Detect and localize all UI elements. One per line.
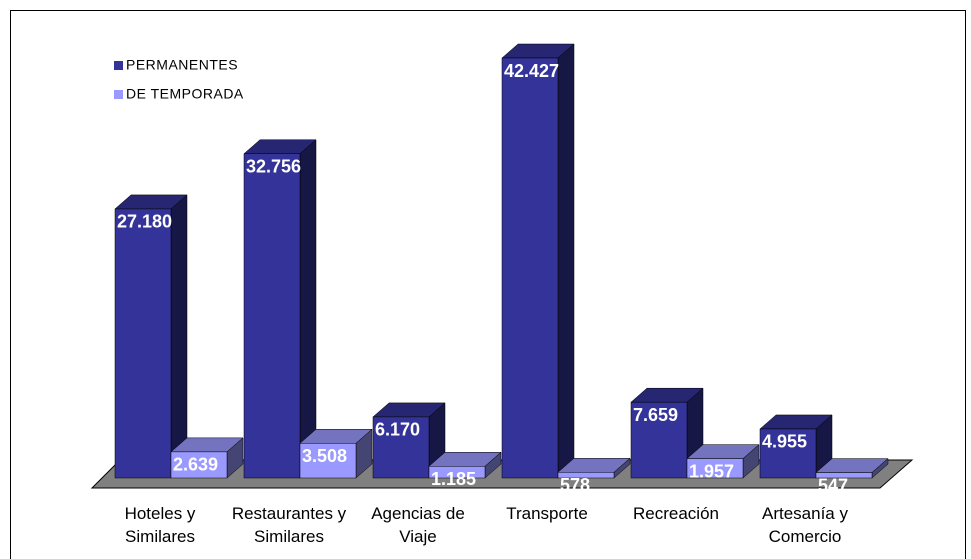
x-tick-label: Artesanía y Comercio	[762, 504, 848, 546]
value-label: 6.170	[375, 420, 420, 440]
value-label: 1.185	[431, 469, 476, 489]
x-tick-label: Agencias de Viaje	[371, 504, 465, 546]
value-label: 42.427	[504, 61, 559, 81]
bar	[299, 443, 357, 479]
bar	[630, 401, 688, 479]
value-label: 32.756	[246, 156, 301, 176]
bar-side	[557, 43, 575, 479]
value-label: 1.957	[689, 461, 734, 481]
value-label: 547	[818, 475, 848, 495]
value-label: 2.639	[173, 455, 218, 475]
bar	[759, 428, 817, 479]
legend-label: DE TEMPORADA	[126, 86, 244, 102]
bar	[428, 466, 486, 479]
x-tick-label: Restaurantes y Similares	[231, 504, 347, 546]
legend-label: PERMANENTES	[126, 57, 238, 73]
x-tick-label: Recreación	[633, 504, 719, 523]
bar	[557, 472, 615, 479]
bar	[501, 57, 559, 479]
bar	[243, 153, 301, 479]
bar	[170, 451, 228, 479]
value-label: 3.508	[302, 446, 347, 466]
value-label: 4.955	[762, 432, 807, 452]
bar	[686, 458, 744, 479]
bar	[114, 208, 172, 479]
bar	[815, 472, 873, 479]
bar	[372, 416, 430, 479]
value-label: 7.659	[633, 405, 678, 425]
bar-side	[170, 194, 188, 479]
legend-swatch	[114, 90, 123, 99]
x-tick-label: Transporte	[506, 504, 588, 523]
value-label: 27.180	[117, 212, 172, 232]
x-tick-label: Hoteles y Similares	[124, 504, 196, 546]
legend-swatch	[114, 61, 123, 70]
bar-side	[299, 139, 317, 479]
value-label: 578	[560, 475, 590, 495]
